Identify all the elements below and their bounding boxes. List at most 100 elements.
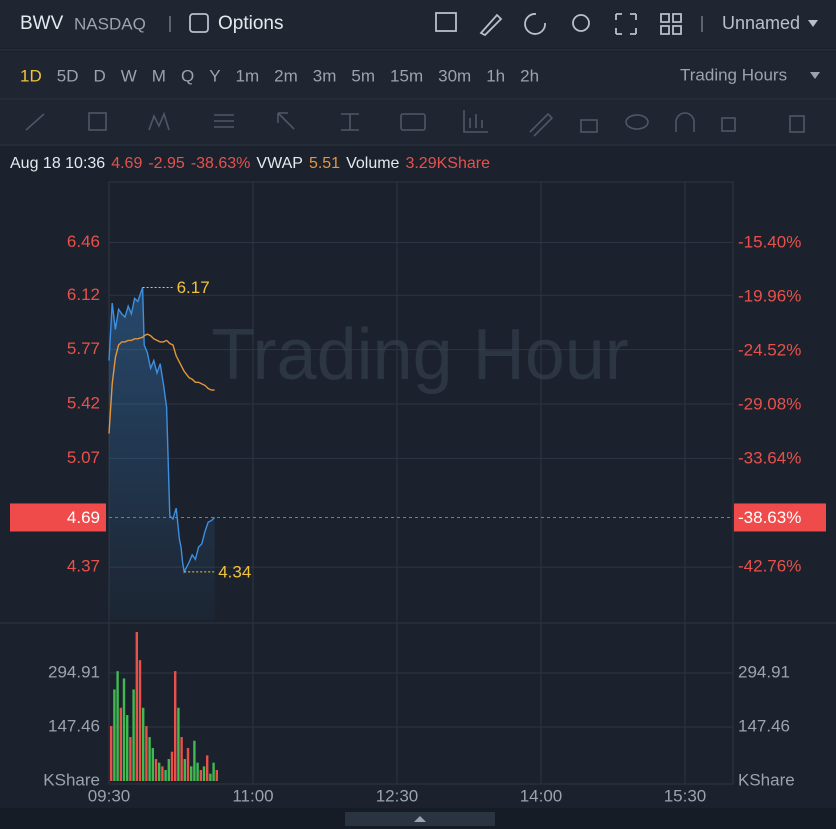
period-tab[interactable]: W (121, 66, 137, 85)
volume-tick-label: 147.46 (738, 716, 790, 735)
options-icon[interactable] (189, 13, 209, 33)
period-tab[interactable]: 15m (390, 66, 423, 85)
volume-bar (151, 748, 154, 781)
last-pct-badge (734, 503, 826, 532)
volume-bar (135, 631, 138, 781)
period-tab[interactable]: 1m (236, 66, 260, 85)
watermark: Trading Hour (211, 315, 629, 395)
session-select[interactable]: Trading Hours (680, 65, 787, 84)
y2-tick-label: -29.08% (738, 394, 801, 413)
period-tab[interactable]: 3m (313, 66, 337, 85)
info-vwap: 5.51 (309, 155, 340, 172)
info-time: Aug 18 10:36 (10, 155, 105, 172)
info-volume-label: Volume (346, 155, 399, 172)
draw-icon[interactable] (479, 13, 503, 37)
volume-bar (119, 707, 122, 781)
drawing-tools (25, 110, 805, 137)
info-change: -2.95 (148, 155, 185, 172)
period-tab[interactable]: 30m (438, 66, 471, 85)
tool-magnet[interactable] (675, 112, 695, 132)
tool-pattern[interactable] (148, 111, 170, 131)
layout-icon[interactable] (660, 13, 682, 35)
volume-bar (190, 766, 193, 781)
y-tick-label: 4.37 (67, 557, 100, 576)
tool-copy[interactable] (721, 117, 736, 132)
info-price: 4.69 (111, 155, 142, 172)
header-bar (0, 0, 836, 48)
period-tab[interactable]: D (93, 66, 105, 85)
tool-pen[interactable] (529, 112, 554, 137)
volume-tick-label: 294.91 (48, 662, 100, 681)
tool-fib[interactable] (214, 114, 234, 128)
period-tab[interactable]: 2h (520, 66, 539, 85)
y-tick-label: 6.46 (67, 232, 100, 251)
volume-bar (199, 770, 202, 781)
last-price-label: 4.69 (67, 508, 100, 527)
x-tick-label: 11:00 (232, 786, 273, 805)
tool-eye[interactable] (625, 114, 649, 130)
tool-note[interactable] (400, 113, 426, 131)
y2-tick-label: -15.40% (738, 233, 801, 252)
tool-lock[interactable] (580, 119, 598, 133)
tool-line[interactable] (25, 113, 45, 131)
exchange: NASDAQ (74, 14, 146, 33)
tool-delete[interactable] (789, 115, 805, 133)
volume-bar (193, 740, 196, 781)
period-tab[interactable]: Q (181, 66, 194, 85)
tool-arrow[interactable] (277, 112, 295, 130)
volume-bar (126, 715, 129, 781)
price-line (108, 287, 216, 574)
volume-tick-label: KShare (738, 770, 795, 789)
dropdown-arrow[interactable] (810, 72, 820, 79)
volume-bar (164, 770, 167, 781)
last-price-badge (10, 503, 106, 532)
x-tick-label: 15:30 (664, 786, 707, 805)
indicator-icon[interactable] (435, 12, 457, 32)
dropdown-arrow[interactable] (808, 20, 818, 27)
scroll-arrow[interactable] (414, 816, 426, 822)
volume-bar (167, 759, 170, 781)
volume-bar (196, 762, 199, 781)
x-tick-label: 12:30 (376, 786, 419, 805)
volume-bar (177, 707, 180, 781)
x-tick-label: 14:00 (520, 786, 563, 805)
volume-tick-label: 294.91 (738, 662, 790, 681)
volume-bar (180, 737, 183, 781)
fullscreen-icon[interactable] (615, 13, 637, 35)
tool-bars[interactable] (463, 110, 488, 133)
info-vwap-label: VWAP (256, 155, 303, 172)
period-tab[interactable]: M (152, 66, 166, 85)
last-pct-label: -38.63% (738, 508, 801, 527)
reset-icon[interactable] (524, 13, 546, 35)
info-change-pct: -38.63% (191, 155, 251, 172)
options-button[interactable]: Options (218, 13, 283, 34)
period-tab[interactable]: 5m (351, 66, 375, 85)
settings-icon[interactable] (572, 14, 590, 32)
chart: 09:30 11:00 12:30 14:00 15:30 6.46 6.12 5.77 5.4… (0, 181, 836, 805)
layout-name[interactable]: Unnamed (722, 13, 800, 33)
volume-bar (212, 762, 215, 781)
period-tab[interactable]: 1D (20, 66, 42, 85)
symbol[interactable]: BWV (20, 13, 64, 34)
period-tab[interactable]: 2m (274, 66, 298, 85)
volume-bar (215, 770, 218, 781)
volume-bar (161, 766, 164, 781)
period-tab[interactable]: 5D (57, 66, 79, 85)
volume-bar (174, 671, 177, 781)
volume-bar (148, 737, 151, 781)
tool-measure[interactable] (341, 113, 359, 131)
volume-bar (129, 737, 132, 781)
period-tab[interactable]: 1h (486, 66, 505, 85)
volume-bar (154, 759, 158, 781)
period-tab[interactable]: Y (209, 66, 220, 85)
volume-bar (113, 689, 116, 781)
period-tabs: 1D 5D D W M Q Y 1m 2m 3m 5m 15m 30m 1h 2h (20, 66, 539, 85)
tool-rect[interactable] (88, 112, 107, 131)
price-area (109, 287, 215, 620)
info-bar: Aug 18 10:36 4.69 -2.95 -38.63% VWAP 5.51 Volu… (10, 155, 490, 172)
vwap-line (108, 333, 215, 434)
volume-tick-label: KShare (43, 770, 100, 789)
volume-bar (132, 689, 135, 781)
volume-bar (183, 759, 186, 781)
